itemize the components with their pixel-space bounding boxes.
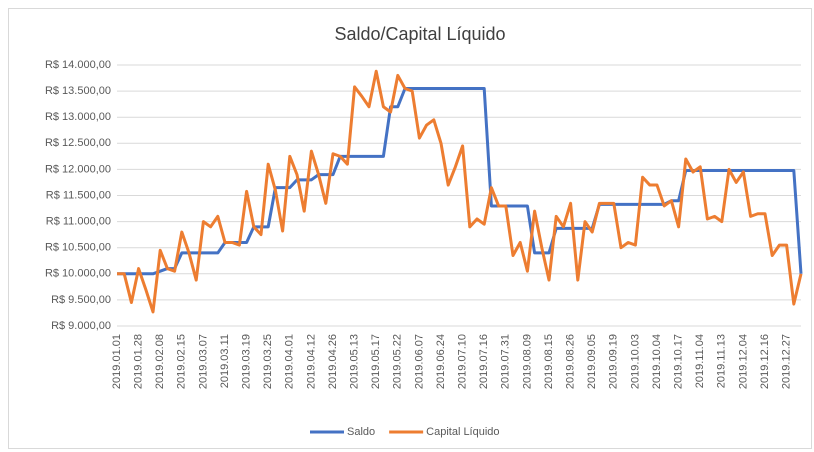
x-tick-label: 2019.07.31 <box>500 334 512 389</box>
x-tick-label: 2019.04.12 <box>305 334 317 389</box>
x-tick-label: 2019.06.07 <box>413 334 425 389</box>
y-tick-label: R$ 9.500,00 <box>51 294 111 306</box>
y-tick-label: R$ 13.000,00 <box>45 111 111 123</box>
x-tick-label: 2019.08.26 <box>565 334 577 389</box>
x-tick-label: 2019.01.01 <box>111 334 123 389</box>
x-tick-label: 2019.11.04 <box>694 334 706 388</box>
x-tick-label: 2019.02.15 <box>176 334 188 389</box>
x-tick-label: 2019.10.03 <box>629 334 641 389</box>
x-tick-label: 2019.11.13 <box>716 334 728 388</box>
x-tick-label: 2019.12.27 <box>781 334 793 389</box>
y-tick-label: R$ 10.500,00 <box>45 242 111 254</box>
x-tick-label: 2019.10.17 <box>673 334 685 389</box>
y-tick-label: R$ 9.000,00 <box>51 320 111 332</box>
x-tick-label: 2019.07.16 <box>478 334 490 389</box>
legend-label: Capital Líquido <box>426 426 499 438</box>
x-tick-label: 2019.03.25 <box>262 334 274 389</box>
y-tick-label: R$ 13.500,00 <box>45 85 111 97</box>
chart-frame <box>8 8 812 449</box>
x-tick-label: 2019.09.19 <box>608 334 620 389</box>
x-tick-label: 2019.03.11 <box>219 334 231 388</box>
x-tick-label: 2019.03.19 <box>241 334 253 389</box>
legend-label: Saldo <box>347 426 375 438</box>
x-tick-label: 2019.10.04 <box>651 334 663 389</box>
x-tick-label: 2019.06.24 <box>435 334 447 389</box>
y-tick-label: R$ 10.000,00 <box>45 268 111 280</box>
series-line <box>117 69 803 314</box>
y-tick-label: R$ 11.000,00 <box>46 216 111 228</box>
y-tick-label: R$ 14.000,00 <box>45 59 111 71</box>
x-tick-label: 2019.03.07 <box>197 334 209 389</box>
x-tick-label: 2019.12.16 <box>759 334 771 389</box>
x-tick-label: 2019.04.01 <box>284 334 296 389</box>
x-tick-label: 2019.07.10 <box>457 334 469 389</box>
x-tick-label: 2019.04.26 <box>327 334 339 389</box>
x-tick-label: 2019.09.05 <box>586 334 598 389</box>
x-tick-label: 2019.08.15 <box>543 334 555 389</box>
x-tick-label: 2019.05.17 <box>370 334 382 389</box>
x-tick-label: 2019.05.22 <box>392 334 404 389</box>
y-tick-label: R$ 12.500,00 <box>45 137 111 149</box>
y-tick-label: R$ 11.500,00 <box>46 189 111 201</box>
y-tick-label: R$ 12.000,00 <box>45 163 111 175</box>
x-tick-label: 2019.05.13 <box>349 334 361 389</box>
x-tick-label: 2019.08.09 <box>521 334 533 389</box>
chart-title: Saldo/Capital Líquido <box>334 24 505 44</box>
x-tick-label: 2019.01.28 <box>133 334 145 389</box>
x-tick-label: 2019.02.08 <box>154 334 166 389</box>
x-tick-label: 2019.12.04 <box>737 334 749 389</box>
